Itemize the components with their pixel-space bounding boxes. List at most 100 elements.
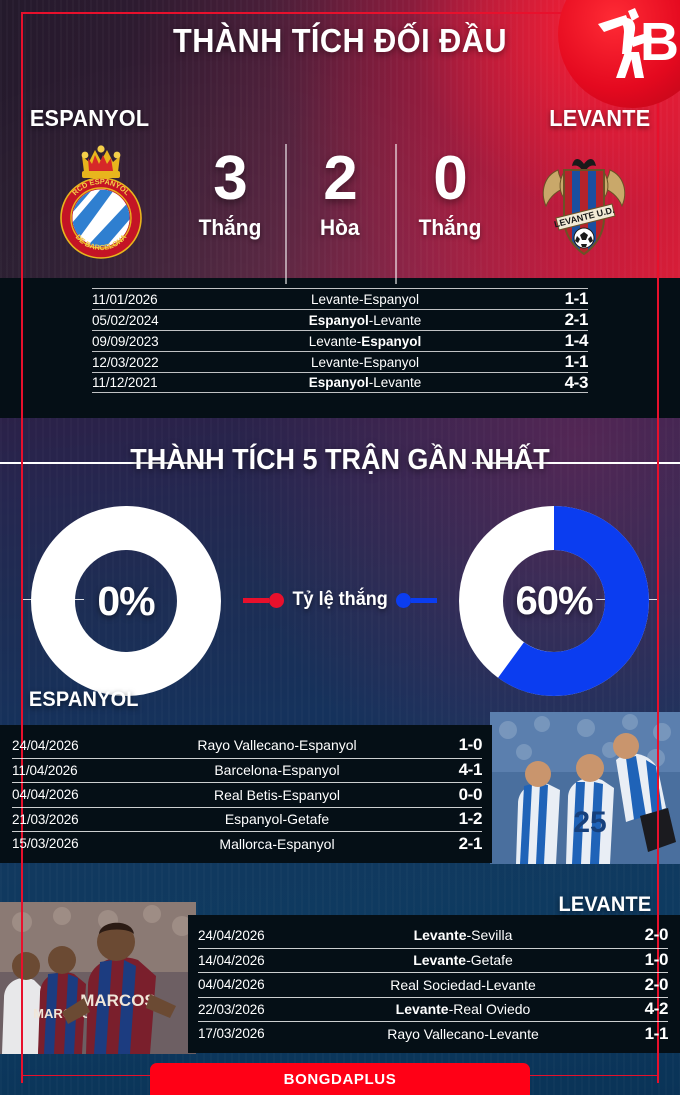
match-date: 12/03/2022 (92, 354, 159, 370)
match-date: 05/02/2024 (92, 312, 159, 328)
match-score: 4-1 (458, 760, 483, 780)
match-date: 11/12/2021 (92, 375, 158, 390)
frame-top-rule (21, 12, 659, 14)
summary-draws: 2 Hòa (285, 144, 395, 284)
home-form-table: 24/04/2026 Rayo Vallecano-Espanyol 1-0 11/0… (12, 733, 482, 856)
away-win-rate-donut: 60% (458, 505, 650, 697)
win-rate-legend: Tỷ lệ thắng (225, 583, 455, 617)
away-form-table: 24/04/2026 Levante-Sevilla 2-0 14/04/2026 Le… (198, 923, 668, 1046)
match-score: 2-1 (458, 833, 483, 853)
match-score: 0-0 (458, 784, 483, 804)
head-to-head-panel (0, 278, 680, 418)
summary-away-wins-label: Thắng (418, 214, 482, 240)
head-to-head-match-table: 11/01/2026 Levante-Espanyol 1-1 05/02/2024 E… (92, 288, 588, 393)
match-row: 05/02/2024 Espanyol-Levante 2-1 (92, 309, 588, 330)
home-win-rate-value: 0% (97, 577, 155, 624)
away-team-name: LEVANTE (549, 105, 651, 131)
match-score: 1-1 (644, 1023, 669, 1043)
away-win-rate-value: 60% (515, 578, 593, 623)
win-rate-label: Tỷ lệ thắng (292, 589, 388, 610)
match-row: 17/03/2026 Rayo Vallecano-Levante 1-1 (198, 1021, 668, 1046)
match-date: 11/01/2026 (92, 291, 158, 307)
frame-right-rule (657, 12, 659, 1083)
summary-away-wins-value: 0 (433, 144, 467, 213)
match-date: 21/03/2026 (12, 811, 79, 827)
home-form-panel (0, 725, 492, 863)
match-row: 21/03/2026 Espanyol-Getafe 1-2 (12, 806, 483, 832)
match-row: 15/03/2026 Mallorca-Espanyol 2-1 (12, 831, 482, 856)
match-teams: Rayo Vallecano-Levante (387, 1025, 539, 1042)
match-score: 1-4 (564, 331, 589, 350)
match-row: 14/04/2026 Levante-Getafe 1-0 (198, 947, 669, 973)
match-score: 4-2 (644, 999, 669, 1019)
match-teams: Barcelona-Espanyol (214, 762, 340, 779)
match-teams: Espanyol-Levante (308, 375, 422, 390)
section-rule-right (472, 462, 680, 464)
match-teams: Real Betis-Espanyol (213, 786, 341, 803)
match-teams: Real Sociedad-Levante (390, 976, 536, 993)
match-teams: Levante-Getafe (413, 952, 513, 969)
away-form-panel (188, 915, 680, 1053)
home-team-photo: 25 (490, 712, 680, 864)
match-score: 1-0 (644, 950, 669, 970)
match-row: 04/04/2026 Real Sociedad-Levante 2-0 (198, 972, 668, 997)
home-form-team-label: ESPANYOL (28, 688, 139, 711)
footer-brand-bar[interactable]: BONGDAPLUS (150, 1063, 530, 1095)
summary-home-wins-label: Thắng (198, 214, 262, 240)
summary-draws-value: 2 (323, 144, 357, 213)
summary-home-wins-value: 3 (213, 144, 247, 213)
svg-text:B: B (640, 12, 678, 72)
match-row: 11/12/2021 Espanyol-Levante 4-3 (92, 372, 588, 393)
match-score: 2-0 (644, 925, 669, 945)
summary-away-wins: 0 Thắng (395, 144, 505, 284)
head-to-head-summary: 3 Thắng 2 Hòa 0 Thắng (175, 144, 505, 284)
svg-text:25: 25 (573, 806, 606, 839)
section-rule-left (0, 462, 208, 464)
away-team-photo: MARCOS MARCOS (0, 902, 196, 1054)
summary-draws-label: Hòa (320, 214, 360, 240)
match-date: 11/04/2026 (12, 762, 78, 778)
home-legend-marker (242, 592, 284, 608)
rcd-espanyol-crest: RCD ESPANYOL DE BARCELONA (48, 142, 160, 264)
match-score: 4-3 (564, 372, 589, 392)
recent-form-title: THÀNH TÍCH 5 TRẬN GẦN NHẤT (130, 444, 550, 476)
match-score: 1-1 (564, 289, 589, 308)
home-win-rate-donut: 0% (30, 505, 222, 697)
match-row: 11/04/2026 Barcelona-Espanyol 4-1 (12, 757, 483, 783)
match-score: 2-0 (644, 974, 669, 994)
match-date: 15/03/2026 (12, 836, 79, 852)
match-score: 1-0 (458, 735, 483, 755)
svg-text:MARCOS: MARCOS (80, 991, 156, 1010)
match-row: 24/04/2026 Levante-Sevilla 2-0 (198, 923, 668, 948)
match-teams: Mallorca-Espanyol (219, 835, 335, 852)
away-legend-marker (396, 592, 438, 608)
match-row: 04/04/2026 Real Betis-Espanyol 0-0 (12, 782, 482, 807)
match-date: 14/04/2026 (198, 952, 265, 968)
frame-left-rule (21, 12, 23, 1083)
away-form-team-label: LEVANTE (558, 893, 652, 916)
away-win-rate-donut-icon (459, 506, 649, 696)
match-row: 12/03/2022 Levante-Espanyol 1-1 (92, 351, 588, 372)
match-row: 09/09/2023 Levante-Espanyol 1-4 (92, 330, 588, 351)
match-date: 24/04/2026 (198, 927, 265, 943)
match-teams: Espanyol-Levante (308, 312, 422, 328)
home-team-name: ESPANYOL (29, 105, 150, 131)
home-win-rate-donut-icon (31, 506, 221, 696)
match-date: 04/04/2026 (12, 787, 79, 803)
match-date: 24/04/2026 (12, 737, 79, 753)
match-teams: Levante-Real Oviedo (395, 1001, 531, 1018)
match-date: 22/03/2026 (198, 1001, 265, 1017)
levante-ud-crest: LEVANTE U.D. (528, 142, 640, 264)
match-teams: Levante-Sevilla (413, 927, 513, 944)
bongdaplus-logo-icon: B (598, 8, 678, 78)
match-teams: Rayo Vallecano-Espanyol (197, 737, 357, 754)
match-row: 11/01/2026 Levante-Espanyol 1-1 (92, 288, 588, 309)
match-teams: Levante-Espanyol (310, 354, 420, 370)
head-to-head-title: THÀNH TÍCH ĐỐI ĐẦU (172, 22, 508, 59)
match-teams: Espanyol-Getafe (224, 811, 330, 828)
match-teams: Levante-Espanyol (308, 333, 422, 349)
match-row: 22/03/2026 Levante-Real Oviedo 4-2 (198, 996, 669, 1022)
match-date: 09/09/2023 (92, 333, 159, 349)
footer-brand-label: BONGDAPLUS (283, 1070, 397, 1088)
match-score: 1-2 (458, 809, 483, 829)
